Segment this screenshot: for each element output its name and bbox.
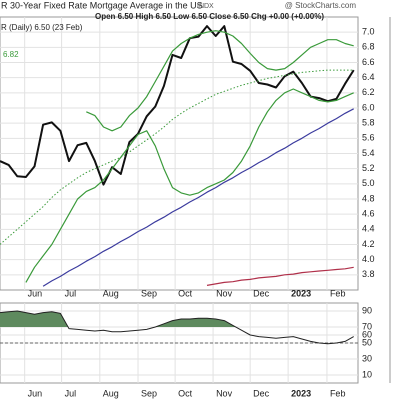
series-line [0, 25, 355, 186]
x-tick-label: 2023 [291, 288, 311, 298]
y-tick-label: 5.0 [362, 178, 375, 188]
indicator-fill [0, 311, 354, 327]
x-tick-label: Feb [330, 388, 346, 398]
series-line [42, 108, 354, 287]
ohlc-line: Open 6.50 High 6.50 Low 6.50 Close 6.50 … [95, 12, 324, 21]
y-tick-label: 6.8 [362, 42, 375, 52]
y-tick-label: 6.2 [362, 87, 375, 97]
y-tick-label: 10 [362, 369, 372, 379]
series-line [0, 310, 354, 345]
y-tick-label: 60 [362, 329, 372, 339]
x-tick-label: Dec [253, 288, 270, 298]
y-tick-label: 4.8 [362, 193, 375, 203]
series-group [0, 310, 354, 345]
x-tick-label: 2023 [291, 388, 311, 398]
series-line [86, 30, 354, 132]
y-tick-label: 7.0 [362, 27, 375, 37]
source: @ StockCharts.com [285, 1, 357, 10]
y-tick-label: 4.6 [362, 209, 375, 219]
x-tick-label: Jun [28, 388, 43, 398]
band-value-label: 6.82 [3, 50, 19, 59]
y-tick-label: 5.6 [362, 133, 375, 143]
x-tick-label: Nov [216, 388, 233, 398]
x-tick-label: Jul [65, 288, 77, 298]
series-line [0, 69, 354, 245]
y-tick-label: 4.4 [362, 224, 375, 234]
x-tick-label: Oct [178, 288, 193, 298]
y-tick-label: 4.0 [362, 254, 375, 264]
chart-title: R 30-Year Fixed Rate Mortgage Average in… [1, 0, 203, 10]
x-tick-label: Oct [178, 388, 193, 398]
x-tick-label: Nov [216, 288, 233, 298]
exchange: INDX [197, 3, 214, 10]
x-tick-label: Feb [330, 288, 346, 298]
plot-layer: 3.8 4.0 4.2 4.4 4.6 4.8 5.0 5.2 5.4 5.6 5.8 6.0 6.2 6… [0, 17, 375, 398]
y-tick-label: 6.4 [362, 72, 375, 82]
x-tick-label: Aug [103, 388, 119, 398]
x-tick-label: Jun [28, 288, 43, 298]
x-tick-label: Dec [253, 388, 270, 398]
y-tick-label: 5.2 [362, 163, 375, 173]
y-tick-label: 6.6 [362, 57, 375, 67]
x-tick-label: Jul [65, 388, 77, 398]
y-tick-label: 5.8 [362, 118, 375, 128]
series-group [0, 25, 355, 287]
y-tick-label: 5.4 [362, 148, 375, 158]
y-tick-label: 30 [362, 353, 372, 363]
series-label: R (Daily) 6.50 (23 Feb) [1, 23, 83, 32]
y-tick-label: 70 [362, 321, 372, 331]
y-tick-label: 50 [362, 337, 372, 347]
series-line [206, 266, 354, 286]
series-line [25, 88, 354, 283]
y-tick-label: 3.8 [362, 269, 375, 279]
y-tick-label: 4.2 [362, 239, 375, 249]
y-tick-label: 90 [362, 305, 372, 315]
y-tick-label: 6.0 [362, 102, 375, 112]
x-tick-label: Aug [103, 288, 119, 298]
x-tick-label: Sep [141, 288, 157, 298]
x-tick-label: Sep [141, 388, 157, 398]
